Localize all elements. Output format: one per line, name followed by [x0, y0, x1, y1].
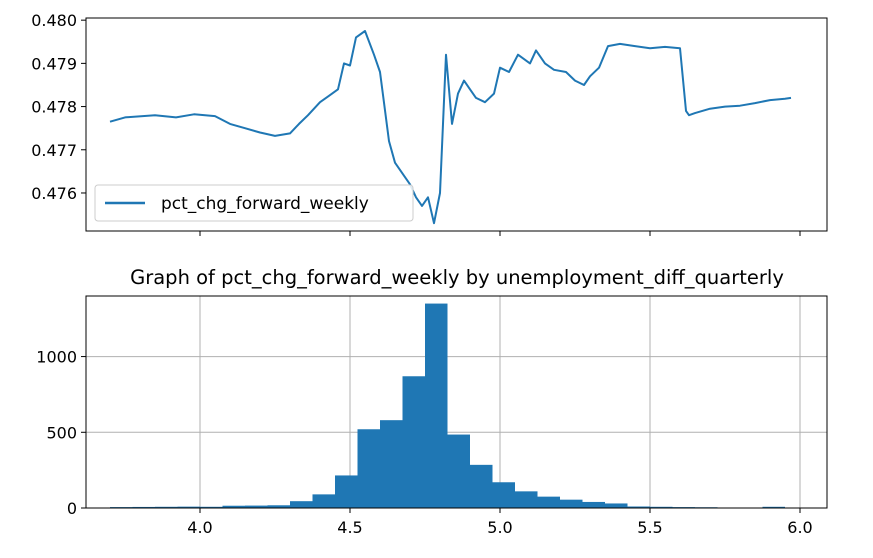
histogram-plot-frame: [85, 295, 828, 509]
histogram-y-tick-label: 0: [67, 499, 77, 518]
histogram-bar: [650, 506, 673, 508]
histogram-bar: [222, 505, 245, 508]
line-y-tick-label: 0.480: [31, 11, 77, 30]
histogram-bar: [312, 494, 335, 508]
histogram-bar: [605, 503, 628, 508]
histogram-x-tick-label: 5.0: [487, 518, 512, 537]
histogram-bar: [582, 501, 605, 508]
histogram-bar: [267, 505, 290, 508]
histogram-chart: Graph of pct_chg_forward_weekly by unemp…: [36, 266, 828, 537]
line-y-tick-label: 0.476: [31, 184, 77, 203]
legend: pct_chg_forward_weekly: [94, 184, 414, 222]
line-x-axis-ticks: [199, 231, 801, 236]
histogram-bar: [357, 429, 380, 508]
histogram-bar: [155, 506, 178, 508]
histogram-bar: [492, 482, 515, 508]
line-y-axis-ticks: 0.476 0.477 0.478 0.479 0.480: [31, 11, 86, 203]
histogram-bar: [627, 506, 650, 508]
histogram-bar: [560, 499, 583, 508]
legend-box: [94, 184, 414, 222]
histogram-x-tick-label: 4.0: [187, 518, 212, 537]
histogram-bar: [290, 501, 313, 508]
histogram-x-tick-label: 6.0: [787, 518, 812, 537]
histogram-bar: [537, 496, 560, 508]
line-chart: 0.476 0.477 0.478 0.479 0.480 pct_chg_forwar…: [31, 11, 828, 236]
histogram-bar: [402, 376, 425, 508]
series-line-pct-chg-forward-weekly: [109, 30, 792, 225]
line-plot-frame: [85, 17, 828, 232]
histogram-y-tick-label: 500: [46, 423, 77, 442]
histogram-bar: [447, 434, 470, 508]
histogram-y-tick-label: 1000: [36, 348, 77, 367]
line-y-tick-label: 0.478: [31, 98, 77, 117]
histogram-bar: [380, 420, 403, 508]
histogram-bar: [515, 491, 538, 508]
histogram-y-axis-ticks: 0 500 1000: [36, 348, 86, 518]
line-y-tick-label: 0.477: [31, 141, 77, 160]
histogram-bar: [425, 303, 448, 508]
line-y-tick-label: 0.479: [31, 54, 77, 73]
histogram-bar: [245, 505, 268, 508]
histogram-bar: [132, 506, 155, 508]
histogram-x-axis-ticks: 4.0 4.5 5.0 5.5 6.0: [187, 508, 813, 537]
histogram-bar: [762, 506, 785, 508]
legend-label: pct_chg_forward_weekly: [161, 194, 369, 214]
histogram-bar: [470, 464, 493, 508]
histogram-bar: [200, 506, 223, 508]
histogram-title: Graph of pct_chg_forward_weekly by unemp…: [130, 266, 784, 289]
histogram-x-tick-label: 4.5: [337, 518, 362, 537]
histogram-bar: [335, 475, 358, 508]
histogram-bars: [110, 303, 785, 508]
histogram-x-tick-label: 5.5: [637, 518, 662, 537]
histogram-bar: [177, 506, 200, 508]
